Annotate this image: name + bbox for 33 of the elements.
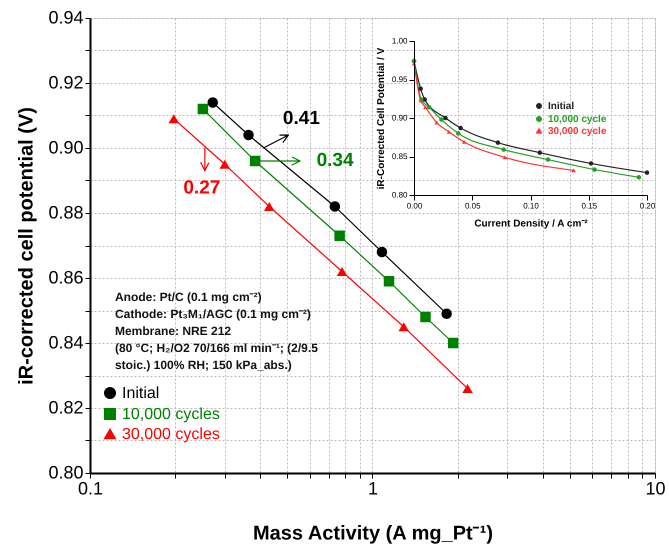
x-tick-label: 1 [368, 478, 378, 498]
x-tick-label: 0.05 [464, 202, 482, 210]
y-tick-label: 0.94 [48, 8, 84, 28]
y-tick-label: 0.92 [48, 72, 84, 92]
x-tick-label: 0.10 [523, 202, 540, 210]
y-tick-label: 0.82 [48, 398, 84, 418]
y-tick-label: 0.84 [48, 332, 84, 352]
x-axis-title: Mass Activity (A mg_Pt⁻¹) [252, 522, 494, 544]
y-tick-label: 0.80 [392, 190, 408, 200]
x-tick-label: 0.20 [640, 202, 656, 210]
legend-label: 10,000 cycle [548, 114, 607, 125]
y-tick-label: 0.85 [392, 152, 408, 161]
y-tick-label: 0.90 [48, 138, 84, 158]
y-tick-label: 0.95 [392, 75, 408, 84]
legend-label: Initial [548, 101, 574, 112]
x-tick-label: 0.15 [581, 202, 598, 210]
annotation: Anode: Pt/C (0.1 mg cm⁻²) Cathode: Pt₃M₁/AGC (0.1 mg cm⁻²) Membrane: NRE 212 (80 °C; H₂/O2 70/166 ml min⁻¹; (2/9.5 stoic.) 100% RH; 150 kPa_abs.) [115, 290, 318, 372]
annotation: 0.41 [282, 108, 320, 129]
y-tick-label: 0.90 [392, 114, 408, 122]
annotation: 0.27 [183, 178, 220, 199]
y-tick-label: 0.88 [48, 202, 84, 222]
y-axis-title: iR-corrected cell potential (V) [15, 107, 38, 385]
x-axis-title: Current Density / A cm⁻² [474, 218, 588, 230]
legend-label: Initial [122, 385, 160, 402]
x-tick-label: 0.00 [406, 202, 423, 210]
x-tick-label: 10 [645, 478, 666, 498]
legend-label: 30,000 cycles [122, 426, 220, 443]
legend-label: 30,000 cycle [548, 126, 607, 137]
y-tick-label: 1.00 [392, 36, 408, 46]
y-axis-title: iR-Corrected Cell Potential / V [376, 47, 387, 190]
legend-label: 10,000 cycles [122, 406, 220, 423]
annotation: 0.34 [316, 150, 354, 171]
y-tick-label: 0.86 [48, 268, 84, 288]
